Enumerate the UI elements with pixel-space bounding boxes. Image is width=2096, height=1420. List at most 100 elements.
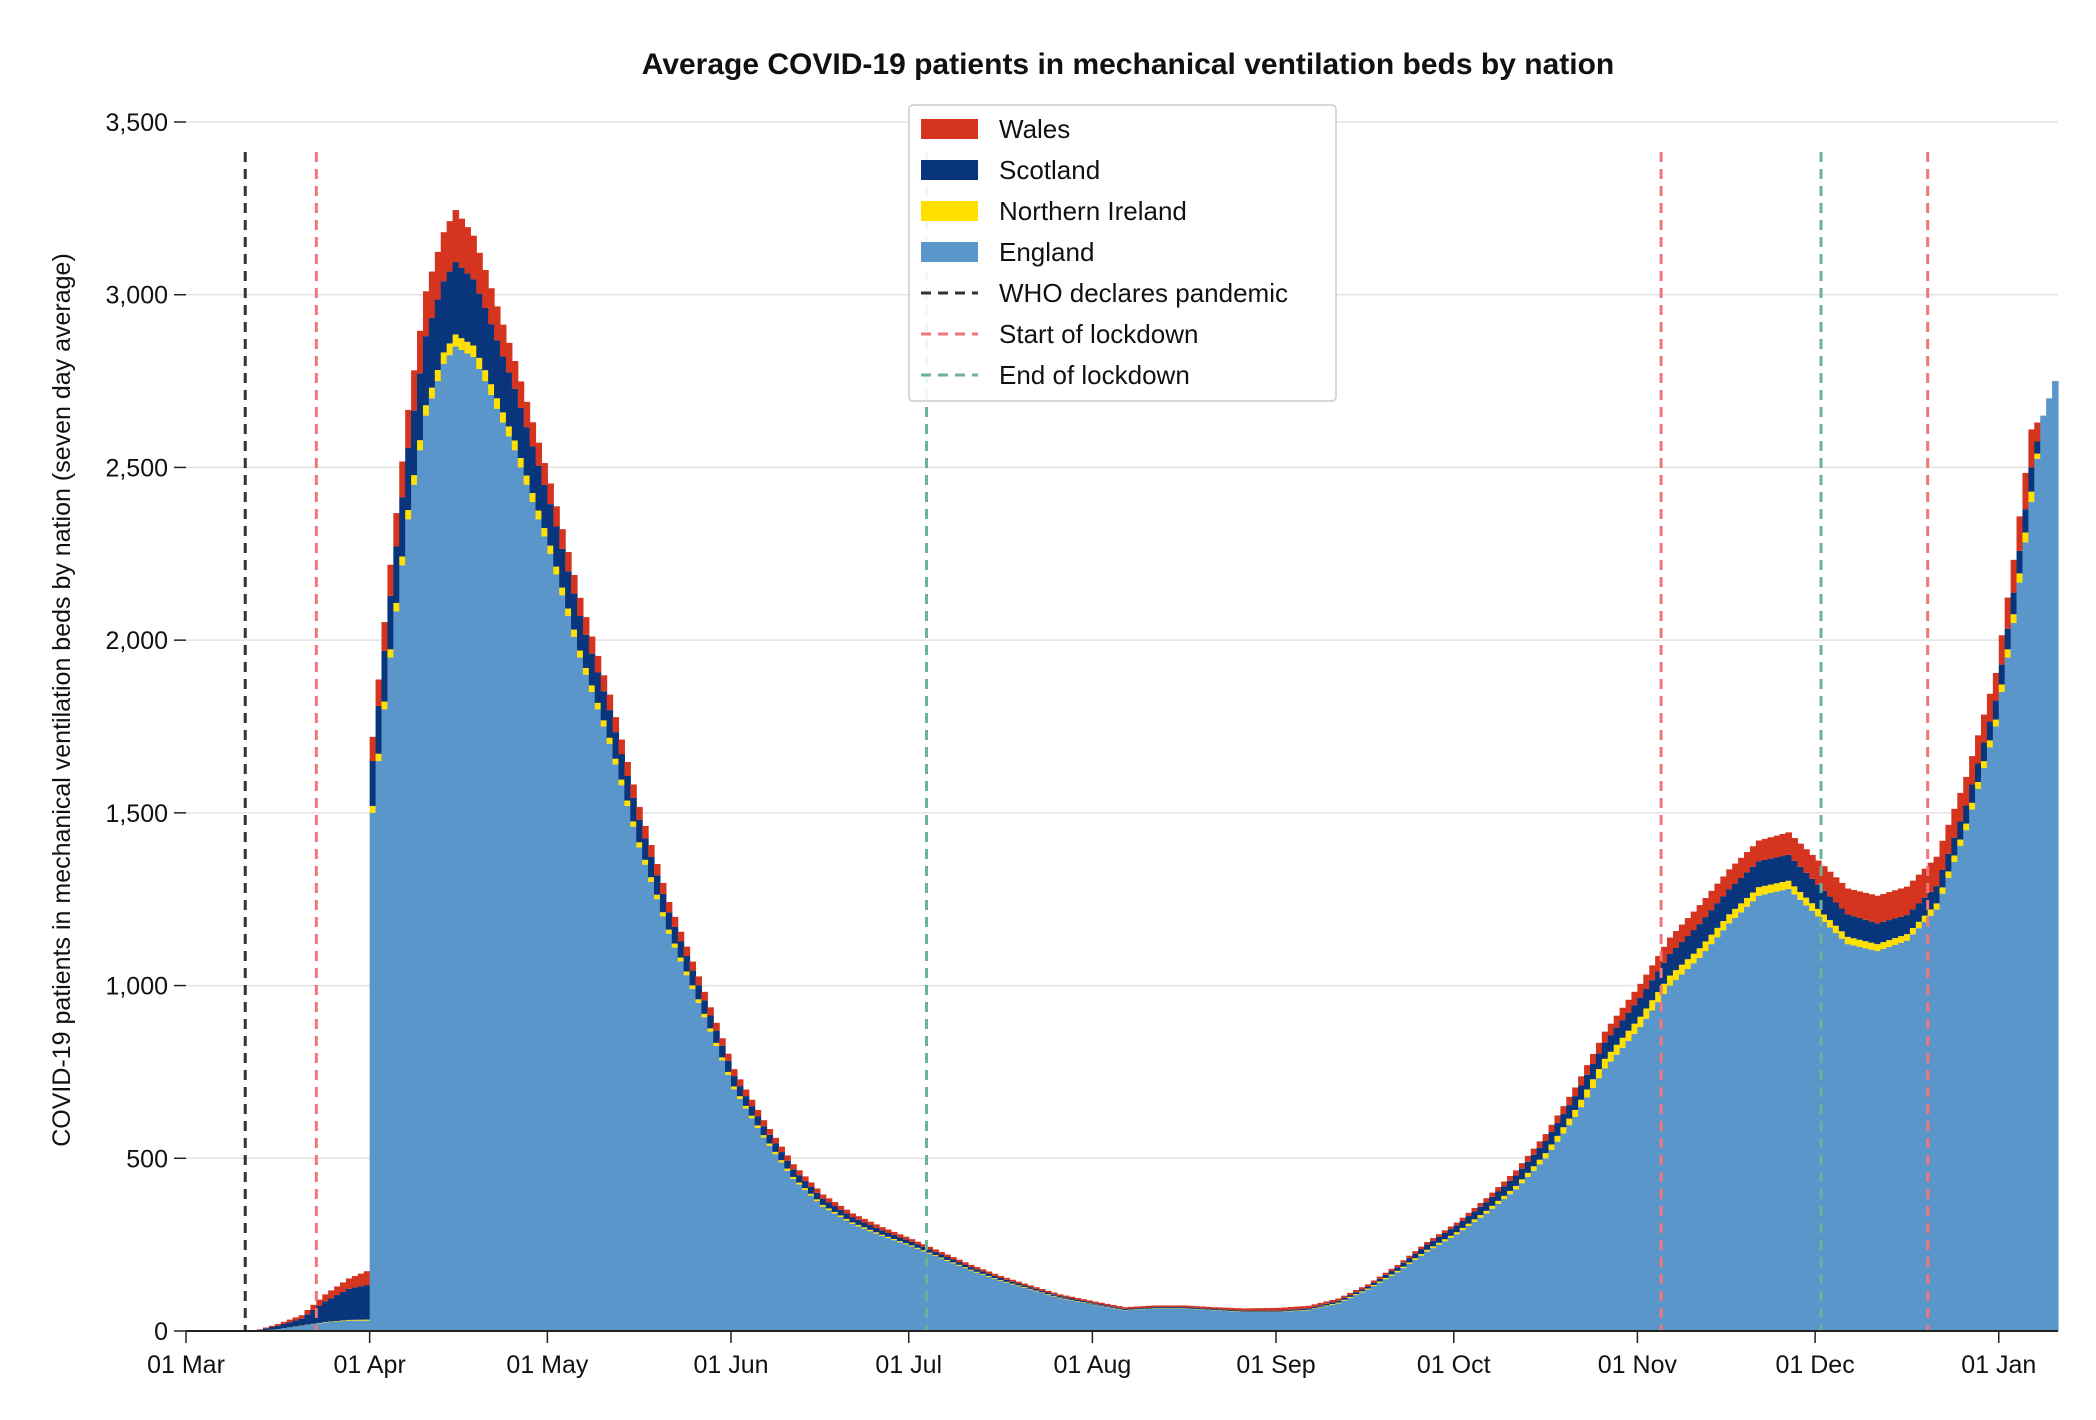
- bar-england: [1773, 891, 1781, 1331]
- legend-swatch-northern-ireland: [921, 201, 978, 221]
- bar-scotland: [1850, 916, 1858, 939]
- bar-england: [973, 1272, 981, 1331]
- bar-scotland: [1311, 1306, 1319, 1309]
- bar-england: [1471, 1221, 1479, 1331]
- bar-wales: [659, 882, 667, 894]
- bar-wales: [1050, 1292, 1058, 1295]
- bar-england: [914, 1248, 922, 1331]
- bar-scotland: [422, 336, 430, 406]
- bar-england: [1193, 1309, 1200, 1331]
- bar-scotland: [701, 1000, 708, 1014]
- bar-scotland: [298, 1318, 306, 1326]
- bar-wales: [926, 1246, 934, 1250]
- bar-england: [683, 975, 691, 1331]
- bar-wales: [873, 1224, 880, 1228]
- bar-scotland: [553, 526, 560, 567]
- bar-northern-ireland: [1613, 1044, 1621, 1055]
- bar-northern-ireland: [1957, 839, 1964, 847]
- bar-england: [345, 1320, 353, 1331]
- bar-wales: [1477, 1203, 1484, 1207]
- bar-wales: [268, 1325, 276, 1328]
- bar-england: [1358, 1292, 1366, 1331]
- bar-northern-ireland: [967, 1269, 975, 1271]
- bar-northern-ireland: [1761, 885, 1769, 895]
- bar-scotland: [1187, 1307, 1194, 1309]
- bar-england: [1418, 1255, 1425, 1331]
- bar-wales: [624, 762, 631, 776]
- bar-northern-ireland: [1566, 1118, 1573, 1126]
- bar-scotland: [861, 1222, 868, 1228]
- bar-northern-ireland: [375, 753, 383, 762]
- bar-england: [1495, 1203, 1502, 1331]
- bar-scotland: [411, 410, 418, 476]
- bar-england: [1364, 1289, 1372, 1331]
- bar-northern-ireland: [890, 1238, 898, 1241]
- bar-northern-ireland: [819, 1204, 827, 1207]
- bar-england: [2010, 622, 2018, 1331]
- bar-wales: [1874, 895, 1881, 924]
- bar-wales: [428, 271, 436, 318]
- bar-northern-ireland: [979, 1273, 987, 1275]
- bar-scotland: [1216, 1309, 1224, 1311]
- bar-northern-ireland: [523, 475, 531, 485]
- bar-scotland: [1625, 1012, 1633, 1031]
- bar-england: [363, 1320, 371, 1331]
- bar-england: [707, 1031, 714, 1331]
- bar-england: [1412, 1259, 1419, 1331]
- bar-northern-ireland: [1667, 975, 1674, 986]
- bar-wales: [2028, 429, 2035, 468]
- bar-england: [671, 947, 679, 1331]
- bar-england: [523, 484, 531, 1331]
- bar-england: [1560, 1133, 1567, 1331]
- bar-wales: [1643, 974, 1650, 989]
- bar-northern-ireland: [843, 1218, 851, 1221]
- bar-wales: [411, 370, 418, 411]
- bar-northern-ireland: [340, 1320, 347, 1322]
- bar-scotland: [2010, 592, 2018, 615]
- bar-northern-ireland: [796, 1182, 803, 1185]
- bar-england: [926, 1253, 934, 1331]
- bar-northern-ireland: [1714, 927, 1721, 938]
- bar-wales: [1791, 838, 1798, 861]
- bar-scotland: [648, 856, 655, 878]
- bar-northern-ireland: [1027, 1288, 1034, 1290]
- bar-northern-ireland: [1353, 1294, 1360, 1296]
- bar-england: [553, 574, 560, 1331]
- bar-northern-ireland: [488, 384, 495, 395]
- bar-england: [1299, 1310, 1307, 1331]
- bar-northern-ireland: [873, 1232, 880, 1234]
- bar-wales: [2034, 422, 2041, 442]
- bar-wales: [1299, 1306, 1307, 1309]
- bar-wales: [1133, 1306, 1141, 1309]
- bar-scotland: [1744, 872, 1751, 898]
- bar-wales: [345, 1278, 353, 1289]
- bar-scotland: [292, 1320, 300, 1327]
- bar-scotland: [1975, 763, 1982, 782]
- bar-northern-ireland: [1945, 871, 1952, 878]
- bar-wales: [381, 622, 389, 651]
- bar-scotland: [1803, 872, 1810, 898]
- bar-northern-ireland: [2022, 532, 2029, 543]
- bar-scotland: [831, 1206, 839, 1212]
- bar-northern-ireland: [837, 1215, 845, 1218]
- bar-england: [1625, 1040, 1633, 1331]
- bar-england: [825, 1210, 833, 1331]
- bar-england: [1222, 1310, 1230, 1331]
- bar-scotland: [1655, 971, 1662, 992]
- bar-england: [932, 1256, 939, 1331]
- bar-scotland: [576, 615, 584, 651]
- bar-wales: [1631, 991, 1638, 1006]
- bar-england: [2004, 657, 2012, 1331]
- bar-wales: [1512, 1170, 1520, 1176]
- bar-northern-ireland: [1015, 1285, 1022, 1287]
- bar-england: [1145, 1308, 1153, 1331]
- bar-scotland: [1163, 1307, 1170, 1309]
- bar-scotland: [517, 407, 525, 459]
- bar-england: [1530, 1170, 1538, 1331]
- bar-northern-ireland: [1033, 1290, 1040, 1292]
- bar-england: [772, 1154, 779, 1331]
- bar-northern-ireland: [1755, 887, 1763, 896]
- bar-scotland: [837, 1209, 845, 1216]
- bar-england: [304, 1324, 311, 1331]
- bar-wales: [1815, 860, 1822, 885]
